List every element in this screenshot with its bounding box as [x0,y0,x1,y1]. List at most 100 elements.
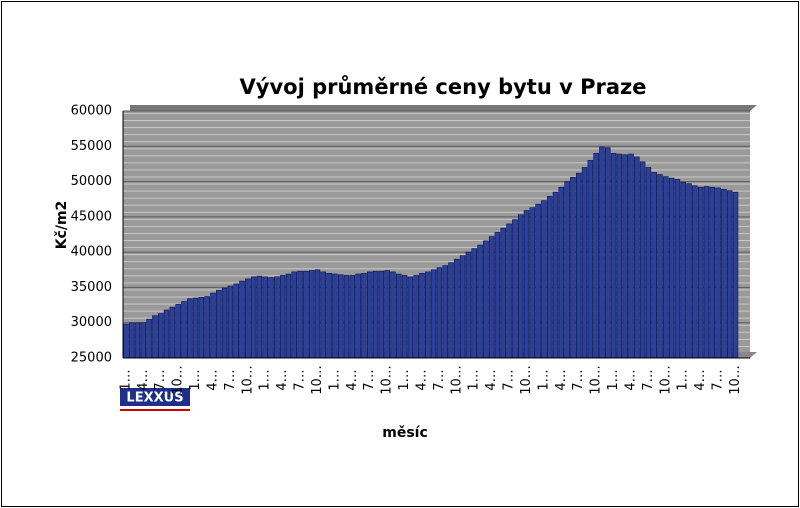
x-tick-label: 1… [536,369,551,390]
bar [442,265,448,359]
bar [628,153,634,359]
bar [605,147,611,359]
y-tick-label: 35000 [71,280,112,295]
bar [575,172,582,359]
x-tick-label: 7… [362,369,377,390]
bar [546,196,553,359]
x-tick-label: 7… [641,369,656,390]
bar [390,271,396,359]
bar [686,183,692,359]
x-tick-label: 10… [658,365,673,395]
bar [477,244,483,359]
bar [436,267,443,359]
bar [256,275,263,359]
bar [372,270,379,359]
x-tick-label: 4… [693,369,708,390]
bar [587,160,594,359]
x-tick-label: 10… [240,365,255,395]
x-tick-label: 7… [293,369,308,390]
x-tick-label: 4… [623,369,638,390]
bar [419,273,425,359]
x-axis-label: měsíc [382,425,428,441]
bar [187,298,193,359]
bar [570,177,576,359]
bar [663,176,669,359]
bar [558,186,565,359]
bar [413,275,419,359]
bar [425,271,431,359]
bar [233,283,239,359]
bar [674,179,681,359]
bar [366,271,373,359]
bar [146,318,152,359]
bar [651,172,657,359]
x-tick-label: 4… [484,369,499,390]
bar [192,297,199,359]
bar [314,269,321,359]
bar [250,276,257,359]
bar [326,273,332,359]
bar [349,275,356,359]
bar [198,297,205,359]
x-tick-label: 4… [275,369,290,390]
bar [320,271,327,359]
x-tick-label: 10… [380,365,395,395]
bar [430,269,437,359]
x-tick-label: 1… [467,369,482,390]
x-tick-label: 4… [414,369,429,390]
bar [709,186,716,359]
y-tick-label: 40000 [71,245,112,260]
bar [128,322,135,359]
bar [500,227,507,359]
bar [297,270,303,359]
bar [163,309,170,359]
bar [123,323,129,359]
bar [599,146,605,359]
x-tick-label: 10… [728,365,743,395]
bar [401,275,408,359]
bar [448,262,454,359]
bar [657,174,663,359]
x-tick-label: 7… [153,369,168,390]
bar [680,181,686,359]
bar [291,271,298,359]
bar [523,210,530,359]
bar [639,161,646,359]
x-tick-label: 10… [449,365,464,395]
bar [221,287,228,359]
plot-area [123,111,750,358]
x-tick-label: 7… [711,369,726,390]
chart-title: Vývoj průměrné ceny bytu v Praze [240,75,647,99]
bar [459,255,466,359]
bar [512,219,518,359]
bar [384,270,390,359]
bar [529,207,536,359]
bar [488,236,495,359]
bar [262,276,268,359]
bar [181,301,187,359]
bar [581,167,588,359]
x-tick-label: 1… [188,369,203,390]
y-tick-label: 25000 [71,351,112,366]
x-tick-label: 1… [397,369,412,390]
y-tick-label: 45000 [71,209,112,224]
bar [308,270,315,359]
bar [361,273,367,359]
bar [175,304,181,359]
bar [355,273,361,359]
bar [134,322,141,359]
bar [634,156,640,359]
bar [204,296,210,359]
x-tick-label: 1… [676,369,691,390]
bar [152,315,158,359]
bar [140,322,147,359]
x-tick-label: 7… [432,369,447,390]
bar [157,313,164,359]
bar [535,203,541,359]
bar [564,181,570,359]
y-tick-label: 60000 [71,104,112,119]
bar [239,280,245,359]
bar [471,248,477,359]
logo-box [120,388,190,406]
